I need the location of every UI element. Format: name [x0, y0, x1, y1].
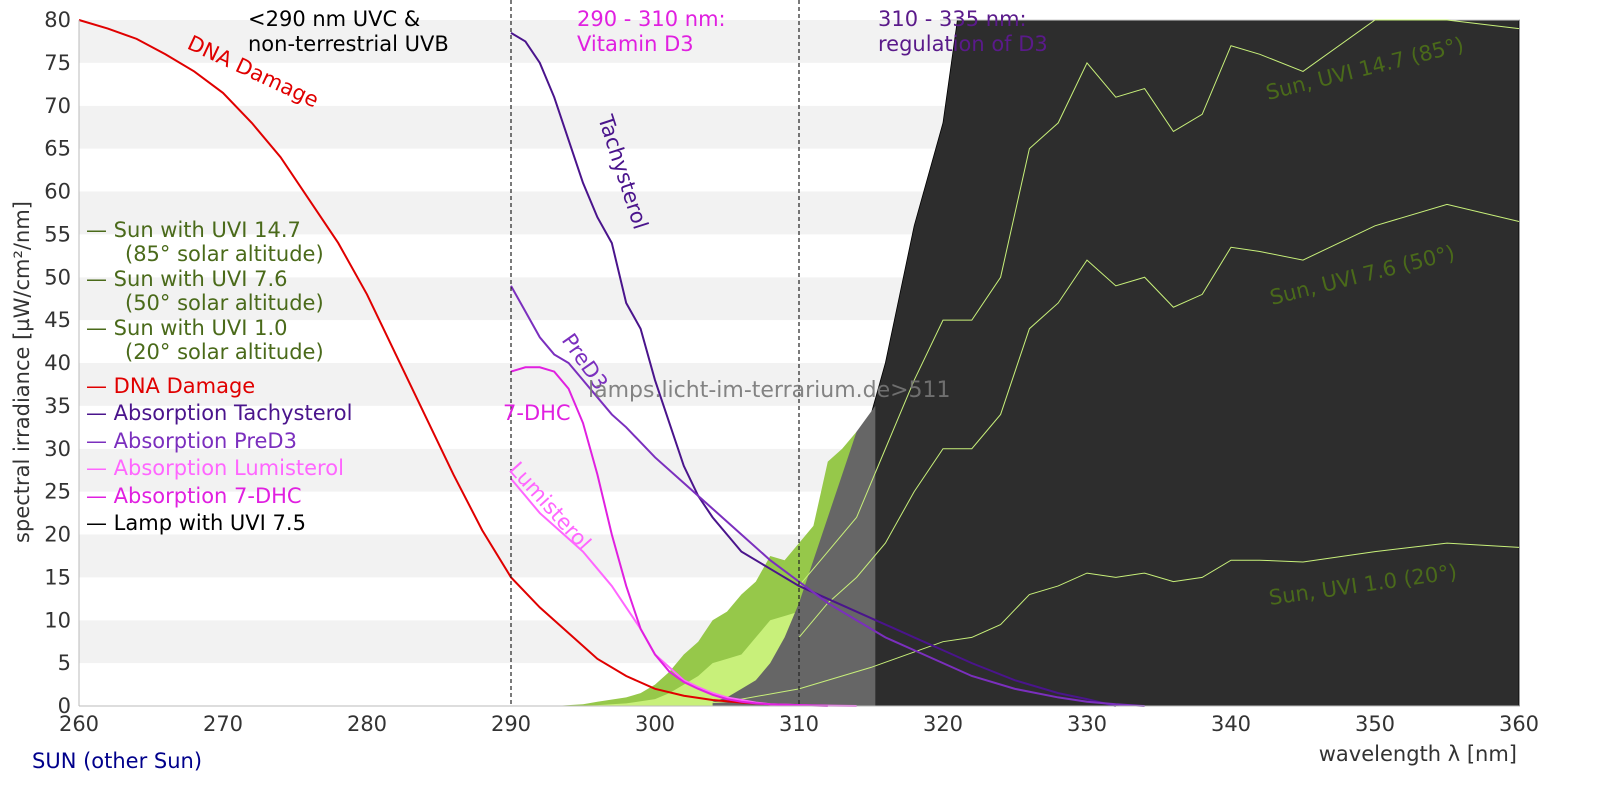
- y-tick-label: 10: [44, 608, 71, 632]
- y-tick-label: 20: [44, 523, 71, 547]
- x-tick-label: 280: [347, 712, 387, 736]
- y-tick-label: 25: [44, 480, 71, 504]
- x-tick-label: 300: [635, 712, 675, 736]
- y-tick-label: 35: [44, 394, 71, 418]
- watermark: lamps.licht-im-terrarium.de>511: [588, 378, 951, 403]
- curve-label: 7-DHC: [503, 401, 571, 425]
- series-line-9: [510, 285, 1145, 707]
- legend-entry: (20° solar altitude): [125, 340, 324, 364]
- x-tick-label: 270: [203, 712, 243, 736]
- y-tick-label: 50: [44, 265, 71, 289]
- y-tick-label: 45: [44, 308, 71, 332]
- x-axis-title: wavelength λ [nm]: [1319, 742, 1517, 766]
- x-tick-label: 340: [1211, 712, 1251, 736]
- legend-entry: (85° solar altitude): [125, 242, 324, 266]
- region-label: <290 nm UVC &: [248, 7, 420, 31]
- y-tick-label: 70: [44, 94, 71, 118]
- y-tick-label: 30: [44, 437, 71, 461]
- region-label: regulation of D3: [878, 32, 1048, 56]
- x-tick-label: 260: [59, 712, 99, 736]
- x-tick-label: 310: [779, 712, 819, 736]
- y-tick-label: 65: [44, 137, 71, 161]
- line-series-layer: [78, 19, 1520, 707]
- x-tick-label: 360: [1499, 712, 1539, 736]
- y-axis-title: spectral irradiance [µW/cm²/nm]: [10, 201, 34, 543]
- legend-entry: — Sun with UVI 14.7: [86, 218, 301, 242]
- y-tick-label: 80: [44, 8, 71, 32]
- y-tick-label: 15: [44, 565, 71, 589]
- region-dividers: [510, 0, 800, 706]
- y-tick-label: 5: [58, 651, 71, 675]
- series-line-4: [798, 19, 1520, 587]
- y-tick-label: 75: [44, 51, 71, 75]
- series-line-7: [78, 19, 771, 706]
- legend-entry: — Absorption Tachysterol: [86, 401, 352, 425]
- series-line-11: [510, 366, 828, 707]
- legend-entry: (50° solar altitude): [125, 291, 324, 315]
- x-tick-label: 330: [1067, 712, 1107, 736]
- legend-entry: — Sun with UVI 1.0: [86, 316, 288, 340]
- y-tick-label: 60: [44, 180, 71, 204]
- y-tick-label: 0: [58, 694, 71, 718]
- x-tick-label: 320: [923, 712, 963, 736]
- legend-entry: — Absorption Lumisterol: [86, 456, 344, 480]
- area-series-layer: [554, 19, 1520, 707]
- x-tick-label: 290: [491, 712, 531, 736]
- region-label: Vitamin D3: [577, 32, 694, 56]
- legend-entry: — Sun with UVI 7.6: [86, 267, 288, 291]
- y-tick-label: 40: [44, 351, 71, 375]
- legend: — Sun with UVI 14.7(85° solar altitude)—…: [86, 218, 352, 535]
- region-label: 310 - 335 nm:: [878, 7, 1027, 31]
- series-line-5: [798, 203, 1520, 638]
- footer-label: SUN (other Sun): [32, 749, 202, 773]
- legend-entry: — Absorption 7-DHC: [86, 484, 302, 508]
- legend-entry: — Absorption PreD3: [86, 429, 297, 453]
- region-label: non-terrestrial UVB: [248, 32, 449, 56]
- legend-entry: — Lamp with UVI 7.5: [86, 511, 306, 535]
- axis-ticks: 0 5 10 15 20 25 30 35 40 45 50 55 60 65 70 75 80 260 270 28…: [44, 8, 1539, 736]
- y-tick-label: 55: [44, 222, 71, 246]
- region-label: 290 - 310 nm:: [577, 7, 726, 31]
- series-area-3: [712, 405, 876, 706]
- series-line-8: [510, 32, 1117, 707]
- x-tick-label: 350: [1355, 712, 1395, 736]
- legend-entry: — DNA Damage: [86, 374, 255, 398]
- series-line-6: [654, 542, 1520, 707]
